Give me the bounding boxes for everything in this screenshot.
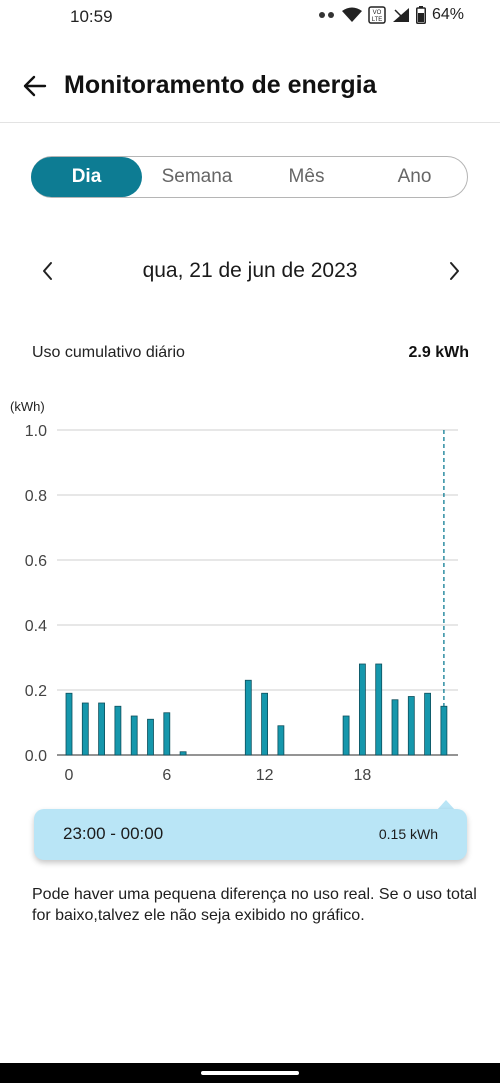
tab-month[interactable]: Mês xyxy=(288,166,325,187)
app-bar: Monitoramento de energia xyxy=(0,48,500,123)
y-tick-label: 0.4 xyxy=(25,618,47,635)
cumulative-usage: Uso cumulativo diário 2.9 kWh xyxy=(32,344,469,364)
date-navigation: qua, 21 de jun de 2023 xyxy=(0,253,500,289)
y-tick-label: 0.2 xyxy=(25,683,47,700)
chart-bar xyxy=(277,725,285,756)
battery-icon xyxy=(415,6,426,24)
date-label: qua, 21 de jun de 2023 xyxy=(142,259,358,282)
chart-bar xyxy=(179,751,187,756)
period-tabs: Dia Semana Mês Ano xyxy=(31,156,468,198)
chart-bar xyxy=(424,692,432,756)
signal-icon xyxy=(392,7,410,23)
tab-year[interactable]: Ano xyxy=(397,166,432,187)
chart-bar xyxy=(407,696,415,756)
chart-bar xyxy=(342,715,350,756)
status-icons: VO LTE 64% xyxy=(318,6,464,24)
tab-week[interactable]: Semana xyxy=(161,166,233,187)
tooltip-value: 0.15 kWh xyxy=(378,826,438,842)
x-tick-label: 12 xyxy=(256,767,274,784)
cumulative-usage-label: Uso cumulativo diário xyxy=(32,344,185,361)
notification-dots-icon xyxy=(318,11,336,19)
chevron-right-icon xyxy=(450,262,459,280)
previous-date-button[interactable] xyxy=(36,258,60,284)
tab-day[interactable]: Dia xyxy=(31,157,142,197)
volte-icon: VO LTE xyxy=(368,6,386,24)
x-tick-label: 0 xyxy=(65,767,74,784)
battery-percentage: 64% xyxy=(431,6,464,23)
energy-bar-chart[interactable]: (kWh) 1.0 0.8 0.6 0.4 0.2 0.0 0 6 12 18 xyxy=(0,395,500,790)
chart-bar xyxy=(375,663,383,756)
chart-bar xyxy=(163,712,171,756)
chart-bar xyxy=(147,718,154,756)
disclaimer-text: Pode haver uma pequena diferença no uso … xyxy=(32,886,477,924)
svg-text:LTE: LTE xyxy=(372,17,383,23)
chart-bar xyxy=(98,702,105,756)
chart-bar xyxy=(261,692,269,756)
y-tick-label: 0.8 xyxy=(25,488,47,505)
next-date-button[interactable] xyxy=(442,258,466,284)
chart-bars xyxy=(65,663,448,756)
x-tick-label: 18 xyxy=(354,767,372,784)
page-title: Monitoramento de energia xyxy=(64,71,377,99)
status-bar: 10:59 VO LTE 64% xyxy=(0,0,500,36)
chart-bar xyxy=(391,699,399,756)
tooltip-time-range: 23:00 - 00:00 xyxy=(63,824,164,843)
y-axis-unit-label: (kWh) xyxy=(10,399,45,414)
chevron-left-icon xyxy=(43,262,52,280)
system-navigation-bar xyxy=(0,1063,500,1083)
chart-bar xyxy=(81,702,89,756)
back-button[interactable] xyxy=(20,71,50,101)
home-indicator[interactable] xyxy=(201,1071,299,1075)
wifi-icon xyxy=(341,7,362,23)
chart-bar xyxy=(65,692,73,756)
chart-bar xyxy=(130,715,138,756)
chart-grid xyxy=(57,429,458,756)
chart-bar xyxy=(358,663,366,756)
cumulative-usage-value: 2.9 kWh xyxy=(408,344,469,361)
arrow-left-icon xyxy=(23,75,47,97)
svg-text:VO: VO xyxy=(373,10,382,16)
selected-hour-tooltip: 23:00 - 00:00 0.15 kWh xyxy=(34,809,467,860)
tooltip-pointer xyxy=(437,800,455,810)
chart-bar xyxy=(114,705,122,756)
y-tick-label: 0.6 xyxy=(25,553,47,570)
chart-bar xyxy=(440,705,448,756)
chart-labels: (kWh) 1.0 0.8 0.6 0.4 0.2 0.0 0 6 12 18 xyxy=(10,399,371,784)
y-tick-label: 0.0 xyxy=(25,748,47,765)
status-time: 10:59 xyxy=(70,7,113,26)
chart-bar xyxy=(244,679,252,756)
y-tick-label: 1.0 xyxy=(25,423,47,440)
x-tick-label: 6 xyxy=(162,767,171,784)
